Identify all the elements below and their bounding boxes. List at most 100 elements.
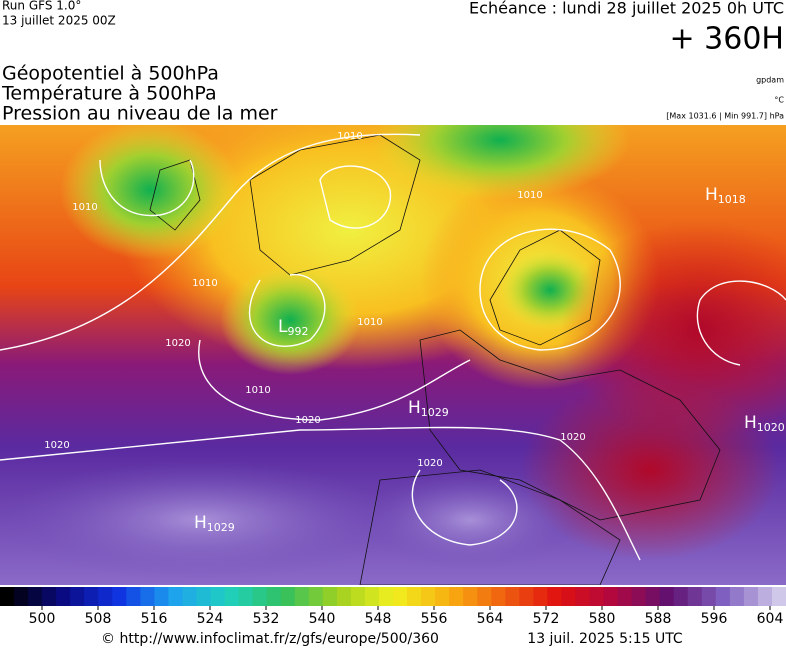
colorbar-swatch: [294, 587, 310, 606]
colorbar-tick-label: 604: [757, 611, 784, 627]
colorbar-swatch: [617, 587, 633, 606]
colorbar-tick-label: 548: [365, 611, 392, 627]
isobar-label: 1020: [165, 338, 190, 349]
colorbar-swatch: [435, 587, 450, 606]
colorbar-swatch: [645, 587, 661, 606]
colorbar-swatch: [421, 587, 436, 606]
colorbar-swatch: [491, 587, 506, 606]
colorbar-swatch: [140, 587, 155, 606]
colorbar-swatch: [238, 587, 254, 606]
colorbar-swatch: [112, 587, 127, 606]
colorbar-tick-label: 500: [29, 611, 56, 627]
colorbar-swatch: [14, 587, 29, 606]
isobar-labels: 1010 1010 1010 1010 1010 1010 1020 1020 1020 1020…: [44, 131, 585, 469]
source-url: © http://www.infoclimat.fr/z/gfs/europe/…: [101, 631, 439, 647]
center-letter: H: [408, 398, 421, 418]
isobar-label: 1010: [337, 131, 362, 142]
colorbar-swatch: [449, 587, 464, 606]
colorbar-swatch: [687, 587, 703, 606]
colorbar-swatch: [729, 587, 745, 606]
field-3: Pression au niveau de la mer: [2, 103, 278, 125]
colorbar-swatch: [673, 587, 689, 606]
colorbar-swatch: [126, 587, 141, 606]
colorbar-tick-label: 588: [645, 611, 672, 627]
pressure-center: H1029: [194, 513, 235, 534]
center-letter: L: [278, 317, 288, 337]
footer: © http://www.infoclimat.fr/z/gfs/europe/…: [101, 631, 683, 647]
colorbar-swatch: [28, 587, 43, 606]
colorbar-swatch: [631, 587, 647, 606]
colorbar-swatch: [364, 587, 380, 606]
colorbar-swatch: [533, 587, 548, 606]
colorbar-swatch: [378, 587, 394, 606]
isobar-label: 1010: [192, 278, 217, 289]
pressure-center: H1029: [408, 398, 449, 419]
colorbar-swatch: [505, 587, 520, 606]
unit-3: [Max 1031.6 | Min 991.7] hPa: [666, 112, 784, 121]
unit-2: °C: [774, 96, 784, 105]
colorbar-swatch: [603, 587, 619, 606]
pressure-center: H1018: [705, 185, 746, 206]
run-label: Run GFS 1.0°: [2, 0, 81, 13]
colorbar-swatch: [98, 587, 113, 606]
isobar-label: 1010: [357, 317, 382, 328]
pressure-center: L992: [278, 317, 308, 338]
colorbar-swatch: [701, 587, 717, 606]
field-1: Géopotentiel à 500hPa: [2, 63, 219, 85]
colorbar-swatch: [743, 587, 759, 606]
isobar-label: 1020: [417, 458, 442, 469]
unit-1: gpdam: [756, 76, 784, 85]
colorbar-swatch: [42, 587, 57, 606]
center-value: 992: [287, 325, 308, 338]
colorbar-tick-label: 532: [253, 611, 280, 627]
colorbar-swatch: [771, 587, 786, 606]
colorbar-tick-label: 572: [533, 611, 560, 627]
header: Run GFS 1.0° 13 juillet 2025 00Z Echéanc…: [1, 0, 784, 125]
colorbar-swatch: [336, 587, 352, 606]
colorbar-swatch: [561, 587, 576, 606]
colorbar-swatch: [196, 587, 212, 606]
center-value: 1029: [207, 521, 235, 534]
isobar-label: 1010: [72, 202, 97, 213]
colorbar-swatch: [575, 587, 590, 606]
center-value: 1018: [718, 193, 746, 206]
colorbar-swatch: [322, 587, 338, 606]
colorbar: 500 508 516 524 532 540 548 556 564 572 580 588 596 6…: [0, 587, 786, 627]
colorbar-swatch: [84, 587, 99, 606]
colorbar-swatch: [224, 587, 240, 606]
colorbar-swatch: [0, 587, 15, 606]
colorbar-tick-label: 556: [421, 611, 448, 627]
colorbar-swatch: [56, 587, 71, 606]
colorbar-swatch: [659, 587, 675, 606]
colorbar-swatch: [547, 587, 562, 606]
center-letter: H: [194, 513, 207, 533]
colorbar-tick-label: 508: [85, 611, 112, 627]
colorbar-swatch: [182, 587, 197, 606]
isobar-label: 1020: [560, 432, 585, 443]
colorbar-tick-label: 524: [197, 611, 224, 627]
colorbar-tick-label: 564: [477, 611, 504, 627]
colorbar-tick-label: 516: [141, 611, 168, 627]
run-date: 13 juillet 2025 00Z: [2, 14, 116, 28]
colorbar-swatch: [350, 587, 366, 606]
center-letter: H: [705, 185, 718, 205]
center-letter: H: [744, 413, 757, 433]
colorbar-swatch: [154, 587, 169, 606]
center-value: 1020: [757, 421, 785, 434]
colorbar-swatch: [70, 587, 85, 606]
colorbar-tick-label: 596: [701, 611, 728, 627]
isobar-label: 1010: [517, 190, 542, 201]
colorbar-swatch: [407, 587, 422, 606]
colorbar-swatch: [266, 587, 282, 606]
colorbar-swatch: [210, 587, 226, 606]
colorbar-tick-label: 540: [309, 611, 336, 627]
center-value: 1029: [421, 406, 449, 419]
isobar-label: 1020: [44, 440, 69, 451]
lead-time: + 360H: [670, 22, 785, 57]
isobar-label: 1020: [295, 415, 320, 426]
timestamp: 13 juil. 2025 5:15 UTC: [527, 631, 683, 647]
colorbar-swatch: [519, 587, 534, 606]
colorbar-swatch: [252, 587, 268, 606]
